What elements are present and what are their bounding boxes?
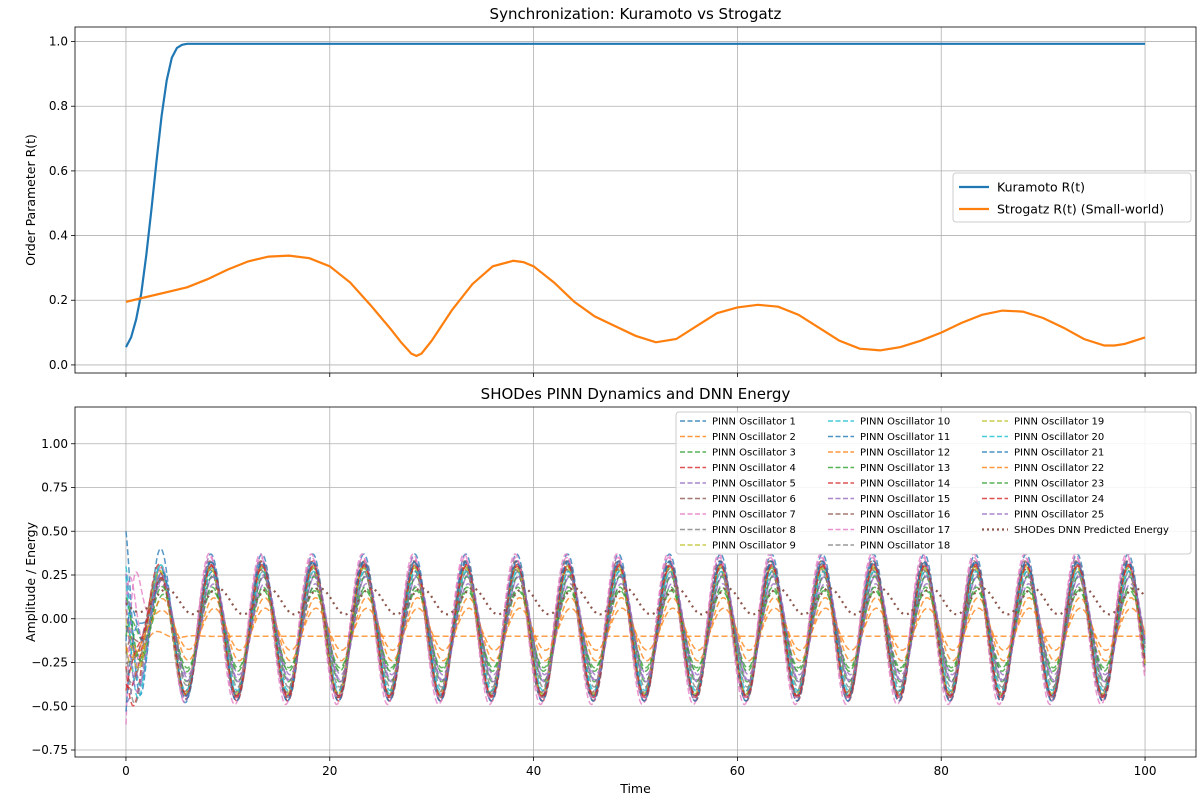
- bottom-legend-label: PINN Oscillator 8: [712, 525, 796, 536]
- y-tick-label: 1.0: [49, 35, 68, 49]
- x-tick-label: 100: [1134, 764, 1157, 778]
- bottom-chart-title: SHODes PINN Dynamics and DNN Energy: [481, 385, 791, 403]
- x-tick-label: 0: [122, 764, 130, 778]
- y-tick-label: −0.75: [31, 743, 68, 757]
- x-tick-label: 60: [730, 764, 745, 778]
- bottom-legend-label: PINN Oscillator 14: [860, 479, 950, 490]
- bottom-legend-label: PINN Oscillator 23: [1014, 479, 1104, 490]
- y-tick-label: −0.25: [31, 656, 68, 670]
- top-legend-box: [952, 172, 1192, 223]
- x-tick-label: 40: [526, 764, 541, 778]
- top-legend-label: Kuramoto R(t): [997, 180, 1085, 195]
- bottom-axes-frame: [74, 406, 1197, 758]
- y-tick-label: 0.75: [41, 481, 68, 495]
- bottom-axes: 0 20 40 60 80 100 −0.75 −0.50 −0.25 0.00 0.25 0.50 0…: [23, 385, 1197, 796]
- y-tick-label: 0.6: [49, 164, 68, 178]
- x-tick-label: 80: [934, 764, 949, 778]
- top-chart-title: Synchronization: Kuramoto vs Strogatz: [490, 5, 782, 23]
- bottom-x-axis-label: Time: [619, 781, 651, 796]
- bottom-legend-label: PINN Oscillator 10: [860, 417, 950, 428]
- bottom-legend-label: PINN Oscillator 24: [1014, 494, 1104, 505]
- bottom-legend-label: PINN Oscillator 3: [712, 448, 796, 459]
- bottom-legend-label: PINN Oscillator 11: [860, 432, 950, 443]
- top-y-axis-label: Order Parameter R(t): [23, 134, 38, 266]
- top-series-group: [125, 42, 1146, 358]
- top-legend-label: Strogatz R(t) (Small-world): [997, 202, 1164, 217]
- x-tick-label: 20: [322, 764, 337, 778]
- bottom-legend-label: PINN Oscillator 2: [712, 432, 796, 443]
- bottom-legend: PINN Oscillator 1 PINN Oscillator 2 PINN O…: [675, 411, 1192, 555]
- y-tick-label: 1.00: [41, 437, 68, 451]
- bottom-legend-label: PINN Oscillator 15: [860, 494, 950, 505]
- bottom-series-line-7: [125, 552, 1146, 725]
- bottom-legend-label: PINN Oscillator 12: [860, 448, 950, 459]
- top-series-line-2: [125, 254, 1146, 358]
- bottom-legend-label: PINN Oscillator 4: [712, 463, 796, 474]
- bottom-series-line-3: [125, 589, 1146, 669]
- bottom-legend-label: PINN Oscillator 5: [712, 479, 796, 490]
- y-tick-label: 0.4: [49, 229, 68, 243]
- top-axes: 0.0 0.2 0.4 0.6 0.8 1.0 Synchronization: Kura…: [23, 5, 1197, 377]
- top-series-line-1: [125, 42, 1145, 348]
- bottom-legend-label: PINN Oscillator 20: [1014, 432, 1104, 443]
- y-tick-label: −0.50: [31, 699, 68, 713]
- bottom-legend-label: PINN Oscillator 19: [1014, 417, 1104, 428]
- bottom-legend-label: PINN Oscillator 25: [1014, 510, 1104, 521]
- bottom-legend-label: PINN Oscillator 6: [712, 494, 796, 505]
- y-tick-label: 0.50: [41, 524, 68, 538]
- bottom-series-line-22: [125, 607, 1146, 658]
- top-axes-frame: [74, 26, 1197, 374]
- bottom-series-line-19: [125, 567, 1146, 695]
- y-tick-label: 0.8: [49, 99, 68, 113]
- bottom-series-line-12: [125, 597, 1146, 662]
- bottom-series-line-17: [125, 556, 1146, 700]
- bottom-series-line-24: [125, 565, 1146, 697]
- y-tick-label: 0.00: [41, 612, 68, 626]
- top-ticks: 0.0 0.2 0.4 0.6 0.8 1.0: [49, 35, 1146, 377]
- bottom-series-line-23: [125, 585, 1146, 673]
- bottom-legend-label: SHODes DNN Predicted Energy: [1014, 525, 1169, 536]
- bottom-legend-label: PINN Oscillator 7: [712, 510, 796, 521]
- bottom-ticks: 0 20 40 60 80 100 −0.75 −0.50 −0.25 0.00 0.25 0.50 0…: [31, 437, 1156, 778]
- bottom-series-line-26: [125, 586, 1146, 616]
- bottom-legend-label: PINN Oscillator 22: [1014, 463, 1104, 474]
- top-gridlines: [75, 27, 1196, 373]
- y-tick-label: 0.25: [41, 568, 68, 582]
- bottom-y-axis-label: Amplitude / Energy: [23, 521, 38, 642]
- bottom-legend-label: PINN Oscillator 9: [712, 541, 796, 552]
- top-legend: Kuramoto R(t) Strogatz R(t) (Small-world): [952, 172, 1192, 223]
- y-tick-label: 0.0: [49, 358, 68, 372]
- bottom-legend-label: PINN Oscillator 16: [860, 510, 950, 521]
- bottom-series-line-21: [125, 561, 1146, 697]
- bottom-legend-label: PINN Oscillator 1: [712, 417, 796, 428]
- bottom-series-line-25: [125, 573, 1146, 693]
- bottom-legend-label: PINN Oscillator 18: [860, 541, 950, 552]
- bottom-legend-label: PINN Oscillator 13: [860, 463, 950, 474]
- bottom-legend-label: PINN Oscillator 17: [860, 525, 950, 536]
- y-tick-label: 0.2: [49, 293, 68, 307]
- bottom-series-group: [125, 531, 1146, 725]
- bottom-legend-label: PINN Oscillator 21: [1014, 448, 1104, 459]
- bottom-legend-box: [675, 411, 1192, 555]
